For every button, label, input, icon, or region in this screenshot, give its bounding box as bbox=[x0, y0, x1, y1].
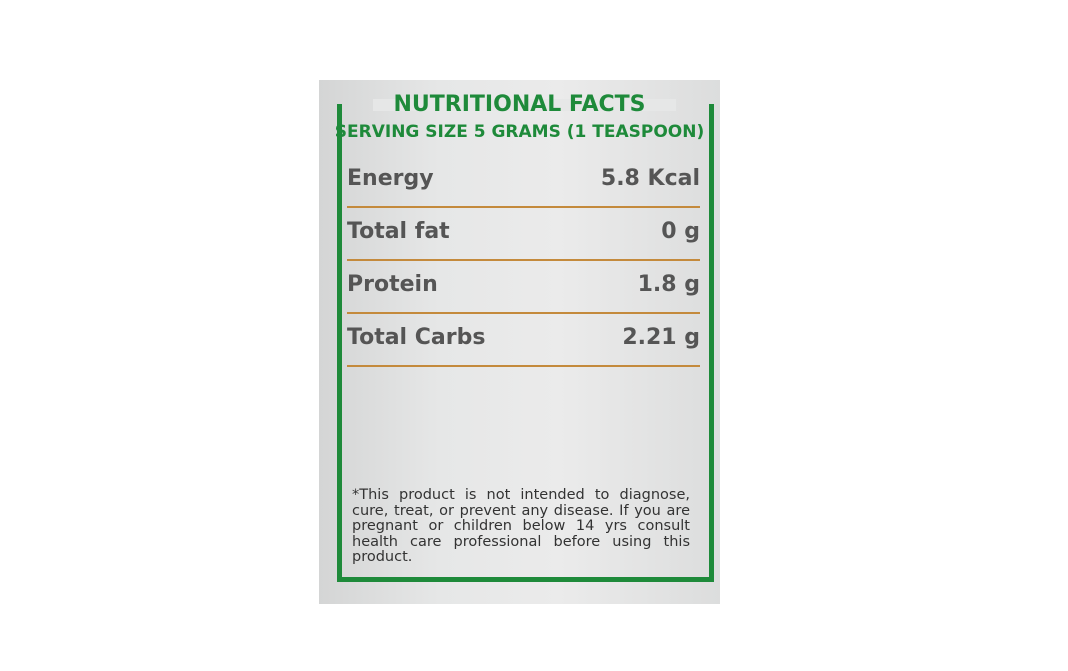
nutrient-value: 2.21 g bbox=[622, 325, 700, 350]
nutrient-name: Total Carbs bbox=[347, 325, 486, 350]
green-frame bbox=[337, 104, 714, 582]
serving-size: SERVING SIZE 5 GRAMS (1 TEASPOON) bbox=[334, 122, 705, 142]
disclaimer: *This product is not intended to diagnos… bbox=[352, 487, 690, 565]
nutrient-name: Total fat bbox=[347, 219, 450, 244]
title: NUTRITIONAL FACTS bbox=[393, 92, 646, 117]
frame-gap bbox=[373, 99, 676, 111]
nutrient-row: Total Carbs 2.21 g bbox=[347, 313, 700, 367]
label-panel bbox=[319, 80, 720, 604]
nutrient-name: Energy bbox=[347, 166, 434, 191]
nutrient-row: Total fat 0 g bbox=[347, 207, 700, 261]
nutrient-value: 1.8 g bbox=[637, 272, 700, 297]
nutrient-name: Protein bbox=[347, 272, 438, 297]
nutrient-value: 5.8 Kcal bbox=[600, 166, 700, 191]
nutrient-row: Protein 1.8 g bbox=[347, 260, 700, 314]
nutrient-row: Energy 5.8 Kcal bbox=[347, 154, 700, 208]
nutrient-value: 0 g bbox=[661, 219, 700, 244]
